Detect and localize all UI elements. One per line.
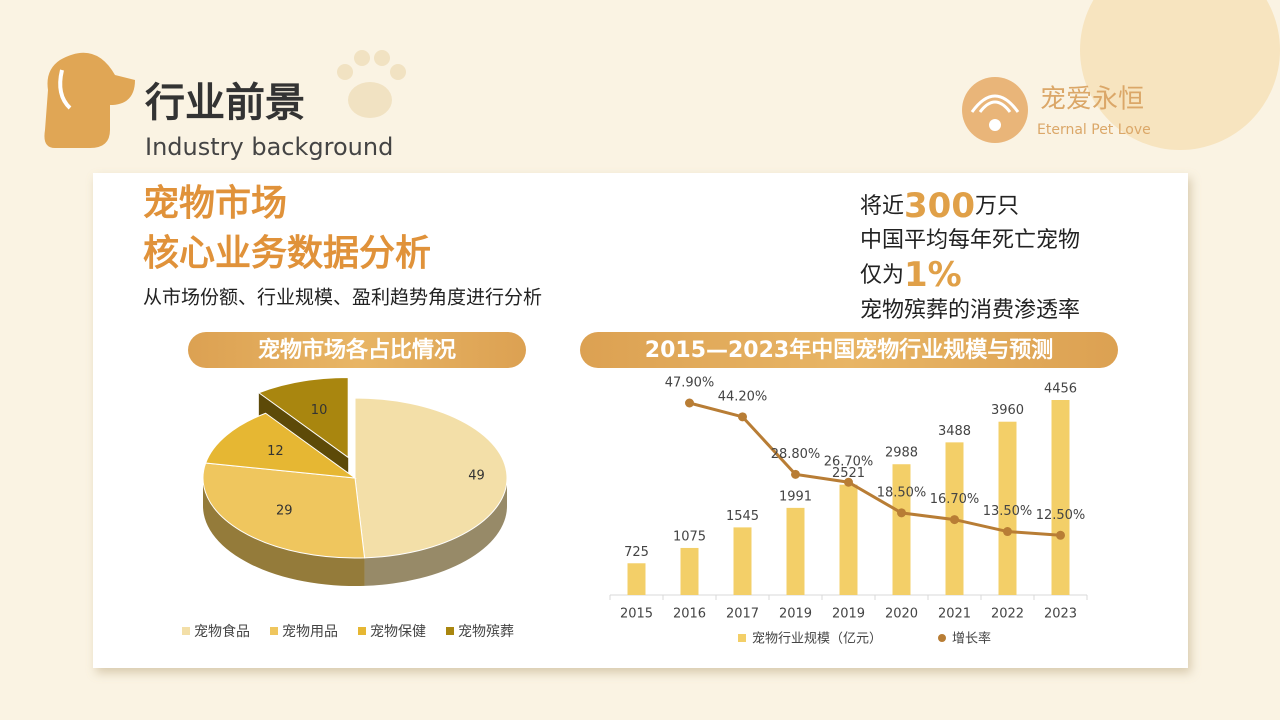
pie-value-label: 49 <box>468 468 485 483</box>
legend-swatch <box>270 627 278 635</box>
logo <box>962 77 1028 143</box>
growth-point <box>1003 527 1012 537</box>
bar <box>998 421 1017 595</box>
legend-label: 宠物食品 <box>194 623 250 640</box>
bar <box>786 507 805 595</box>
legend-label: 宠物殡葬 <box>458 624 514 640</box>
x-tick-label: 2017 <box>726 607 759 622</box>
bar <box>892 464 911 595</box>
fact-prefix: 将近 <box>860 194 904 219</box>
dog-icon <box>44 52 135 148</box>
x-tick-label: 2019 <box>832 607 865 622</box>
bar-value-label: 4456 <box>1044 382 1077 397</box>
fact-suffix: 万只 <box>975 194 1019 219</box>
bar-value-label: 3488 <box>938 424 971 439</box>
fact-number: 300 <box>904 186 975 226</box>
bar-value-label: 2521 <box>832 466 865 481</box>
legend-swatch <box>446 627 454 635</box>
fact-line: 将近300万只 <box>860 186 1019 226</box>
legend-label: 宠物行业规模（亿元） <box>752 631 882 647</box>
growth-value-label: 28.80% <box>771 447 821 462</box>
chart-title: 2015—2023年中国宠物行业规模与预测 <box>645 337 1053 363</box>
bar <box>733 527 752 595</box>
growth-point <box>1056 530 1065 540</box>
logo-tagline: Eternal Pet Love <box>1037 122 1151 138</box>
bar-value-label: 725 <box>624 545 649 560</box>
growth-point <box>844 477 853 487</box>
section-pill <box>580 332 1118 368</box>
fact-prefix: 仅为 <box>860 263 904 288</box>
pie-side <box>364 478 507 586</box>
growth-value-label: 18.50% <box>877 485 927 500</box>
growth-value-label: 12.50% <box>1036 508 1086 523</box>
headline-line1: 宠物市场 <box>143 183 287 224</box>
fact-caption: 宠物殡葬的消费渗透率 <box>860 298 1080 323</box>
pie-value-label: 12 <box>267 444 284 459</box>
fact-caption: 中国平均每年死亡宠物 <box>860 228 1080 253</box>
x-tick-label: 2019 <box>779 607 812 622</box>
x-tick-label: 2020 <box>885 607 918 622</box>
pie-value-label: 10 <box>311 403 328 418</box>
growth-value-label: 16.70% <box>930 492 980 507</box>
deco-circle <box>1080 0 1280 150</box>
bar-value-label: 1075 <box>673 529 706 544</box>
bar-value-label: 2988 <box>885 446 918 461</box>
bar-value-label: 1545 <box>726 509 759 524</box>
growth-point <box>897 508 906 518</box>
header-subtitle: Industry background <box>145 133 393 161</box>
growth-value-label: 26.70% <box>824 455 874 470</box>
legend-label: 宠物保健 <box>370 624 426 640</box>
x-tick-label: 2016 <box>673 607 706 622</box>
pie-slice <box>354 397 508 559</box>
x-tick-label: 2023 <box>1044 607 1077 622</box>
headline-line2: 核心业务数据分析 <box>143 233 431 274</box>
bar <box>627 563 646 595</box>
pie-slice <box>257 376 349 459</box>
legend-swatch <box>938 634 946 642</box>
growth-value-label: 13.50% <box>983 504 1033 519</box>
pie-value-label: 29 <box>276 503 293 518</box>
legend-swatch <box>738 634 746 642</box>
logo-name: 宠爱永恒 <box>1040 85 1144 115</box>
pie-slice <box>202 462 366 559</box>
x-tick-label: 2015 <box>620 607 653 622</box>
bar-value-label: 1991 <box>779 489 812 504</box>
growth-value-label: 47.90% <box>665 376 715 391</box>
legend-swatch <box>182 627 190 635</box>
growth-point <box>950 515 959 525</box>
bar <box>839 484 858 595</box>
legend-label: 宠物用品 <box>282 624 338 640</box>
growth-point <box>791 469 800 479</box>
fact-number: 1% <box>904 255 962 295</box>
fact-line: 仅为1% <box>860 255 962 295</box>
x-tick-label: 2021 <box>938 607 971 622</box>
bar <box>680 547 699 595</box>
growth-value-label: 44.20% <box>718 389 768 404</box>
legend-label: 增长率 <box>952 631 991 647</box>
header-title: 行业前景 <box>145 80 305 126</box>
pie-slice <box>205 412 357 479</box>
growth-point <box>685 398 694 408</box>
section-pill <box>188 332 526 368</box>
headline-description: 从市场份额、行业规模、盈利趋势角度进行分析 <box>143 287 542 309</box>
paw-deco <box>337 50 406 118</box>
growth-point <box>738 412 747 422</box>
pie-side <box>203 478 365 586</box>
chart-title: 宠物市场各占比情况 <box>258 337 456 363</box>
growth-line <box>689 401 1061 537</box>
bar-value-label: 3960 <box>991 403 1024 418</box>
legend-swatch <box>358 627 366 635</box>
x-tick-label: 2022 <box>991 607 1024 622</box>
bar <box>1051 400 1070 595</box>
